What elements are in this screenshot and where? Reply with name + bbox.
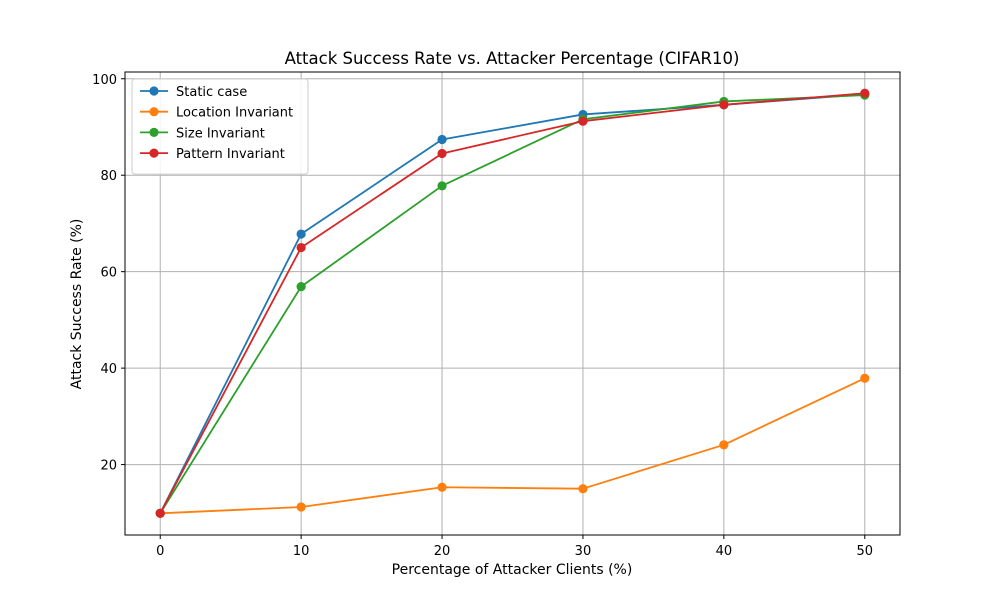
data-point [860, 373, 870, 383]
legend-item[interactable]: Pattern Invariant [140, 147, 285, 162]
x-axis-label: Percentage of Attacker Clients (%) [392, 562, 633, 578]
legend-label: Static case [176, 85, 247, 100]
data-point [437, 148, 447, 159]
data-point [296, 502, 306, 512]
series-line [160, 377, 866, 515]
legend-marker [149, 86, 159, 96]
data-point [860, 88, 870, 98]
legend-marker [149, 127, 159, 137]
series-pattern-invariant [155, 88, 870, 518]
data-point [155, 508, 165, 518]
y-tick-label: 20 [100, 459, 117, 474]
data-point [578, 484, 588, 494]
y-tick-label: 60 [100, 266, 117, 281]
legend[interactable]: Static case Location Invariant Size Invari… [131, 78, 309, 175]
legend-marker [149, 148, 159, 158]
legend-item[interactable]: Size Invariant [140, 126, 265, 141]
axis-ticks: 0 10 20 30 40 50 20 40 60 80 100 [92, 73, 873, 559]
x-tick-label: 20 [434, 544, 451, 559]
series-layer [155, 88, 870, 518]
data-point [296, 229, 306, 239]
data-point [578, 116, 588, 126]
y-tick-label: 80 [100, 169, 117, 184]
series-line [159, 94, 865, 514]
legend-marker [149, 107, 159, 117]
legend-item[interactable]: Static case [140, 85, 247, 100]
data-point [437, 482, 447, 492]
legend-label: Size Invariant [176, 126, 265, 141]
x-tick-label: 40 [716, 544, 733, 559]
data-point [296, 242, 306, 253]
data-point [437, 181, 447, 191]
legend-label: Location Invariant [176, 106, 293, 121]
y-axis-label: Attack Success Rate (%) [69, 219, 85, 390]
data-point [719, 100, 729, 110]
legend-item[interactable]: Location Invariant [140, 106, 293, 121]
legend-label: Pattern Invariant [176, 147, 285, 162]
data-point [296, 282, 306, 292]
x-tick-label: 0 [156, 544, 164, 559]
series-line [159, 92, 865, 514]
x-tick-label: 10 [293, 544, 310, 559]
x-tick-label: 30 [575, 544, 592, 559]
series-location-invariant [155, 373, 870, 518]
data-point [719, 440, 729, 450]
y-tick-label: 40 [100, 362, 117, 377]
x-tick-label: 50 [856, 544, 873, 559]
plot-area-frame [124, 71, 901, 536]
legend-box [131, 78, 309, 175]
y-tick-label: 100 [92, 73, 117, 88]
chart-title: Attack Success Rate vs. Attacker Percent… [285, 49, 740, 68]
data-point [437, 134, 447, 145]
